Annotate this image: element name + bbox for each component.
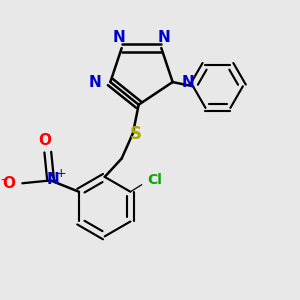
Text: N: N — [181, 74, 194, 89]
Text: +: + — [55, 167, 66, 180]
Text: Cl: Cl — [147, 173, 162, 188]
Text: N: N — [47, 172, 60, 187]
Text: O: O — [2, 176, 15, 191]
Text: N: N — [112, 30, 125, 45]
Text: -: - — [1, 173, 5, 188]
Text: O: O — [38, 133, 52, 148]
Text: N: N — [158, 30, 170, 45]
Text: N: N — [89, 74, 102, 89]
Text: S: S — [130, 125, 142, 143]
